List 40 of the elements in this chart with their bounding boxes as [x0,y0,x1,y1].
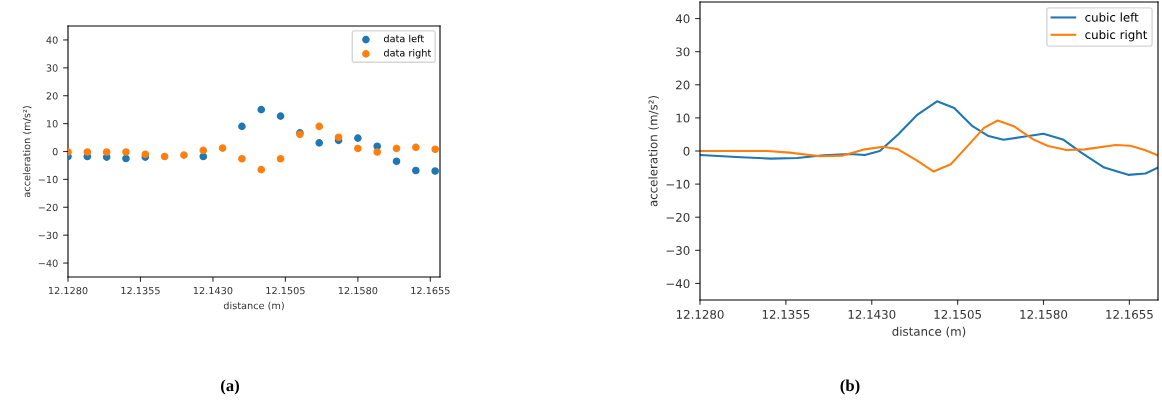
y-tick-label: −30 [38,231,58,239]
y-tick-label: 30 [46,64,58,72]
y-axis-title: acceleration (m/s²) [648,95,659,207]
y-tick-label: −40 [666,279,690,289]
x-tick-label: 12.1280 [48,286,88,295]
legend-label: cubic right [1085,29,1148,42]
x-tick-label: 12.1505 [266,286,305,295]
y-tick-label: −10 [38,175,58,184]
y-tick-label: 40 [675,14,690,24]
x-tick-label: 12.1580 [1020,309,1068,319]
y-tick-label: 20 [46,92,58,100]
y-tick-label: −10 [666,179,690,189]
y-tick-label: 40 [46,36,58,44]
x-tick-label: 12.1505 [934,309,981,319]
text: (a) [221,379,239,395]
text: (b) [840,379,860,395]
x-tick-label: 12.1430 [193,286,233,295]
y-tick-label: −20 [666,212,690,222]
y-tick-label: 10 [46,120,58,128]
x-axis-title: distance (m) [223,301,284,311]
y-tick-label: −30 [666,246,690,255]
x-tick-label: 12.1580 [338,286,378,295]
y-tick-label: 0 [683,146,690,156]
x-tick-label: 12.1430 [848,309,896,319]
y-tick-label: −20 [38,203,58,212]
y-tick-label: 30 [676,47,690,57]
x-tick-label: 12.1280 [676,309,724,319]
x-tick-label: 12.1355 [121,286,160,295]
y-tick-label: 10 [676,113,690,123]
legend-label: data left [383,34,424,43]
x-tick-label: 12.1355 [762,309,810,319]
y-tick-label: −40 [38,259,58,267]
x-tick-label: 12.1655 [1106,309,1153,319]
x-axis-title: distance (m) [892,326,966,338]
y-axis-title: acceleration (m/s²) [22,106,32,198]
x-tick-label: 12.1655 [411,286,450,295]
legend-label: data right [383,49,432,59]
y-tick-label: 0 [52,147,58,156]
y-tick-label: 20 [676,80,690,90]
legend-label: cubic left [1085,12,1139,22]
